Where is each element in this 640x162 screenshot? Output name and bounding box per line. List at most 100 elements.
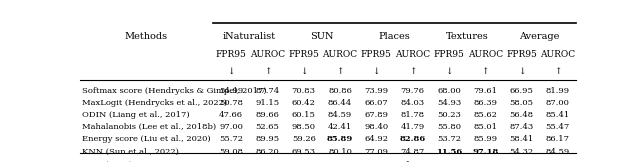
Text: 98.40: 98.40 (364, 123, 388, 131)
Text: 85.89: 85.89 (327, 135, 353, 143)
Text: 97.00: 97.00 (219, 123, 243, 131)
Text: 86.39: 86.39 (473, 99, 497, 107)
Text: 85.55: 85.55 (328, 161, 352, 162)
Text: 85.62: 85.62 (474, 111, 497, 119)
Text: KNN (Sun et al., 2022): KNN (Sun et al., 2022) (83, 148, 179, 156)
Text: AUROC: AUROC (323, 51, 358, 59)
Text: FPR95: FPR95 (433, 51, 465, 59)
Text: 63.07: 63.07 (364, 161, 389, 162)
Text: 96.70: 96.70 (472, 161, 499, 162)
Text: 50.78: 50.78 (219, 99, 243, 107)
Text: AUROC: AUROC (540, 51, 575, 59)
Text: 15.25: 15.25 (436, 161, 462, 162)
Text: 50.23: 50.23 (437, 111, 461, 119)
Text: 95.51: 95.51 (254, 161, 280, 162)
Text: 56.48: 56.48 (509, 111, 534, 119)
Text: 84.59: 84.59 (546, 148, 570, 156)
Text: 85.41: 85.41 (546, 111, 570, 119)
Text: 38.98: 38.98 (508, 161, 534, 162)
Text: 58.41: 58.41 (509, 135, 534, 143)
Text: 80.10: 80.10 (328, 148, 352, 156)
Text: ↑: ↑ (481, 67, 489, 76)
Text: ↑: ↑ (409, 67, 417, 76)
Text: 87.74: 87.74 (255, 87, 280, 95)
Text: 55.80: 55.80 (437, 123, 461, 131)
Text: Energy score (Liu et al., 2020): Energy score (Liu et al., 2020) (83, 135, 211, 143)
Text: 60.15: 60.15 (292, 111, 316, 119)
Text: iNaturalist: iNaturalist (223, 32, 276, 41)
Text: 66.95: 66.95 (509, 87, 534, 95)
Text: 55.72: 55.72 (219, 135, 243, 143)
Text: AUROC: AUROC (468, 51, 503, 59)
Text: 59.08: 59.08 (219, 148, 243, 156)
Text: 55.47: 55.47 (546, 123, 570, 131)
Text: 47.66: 47.66 (219, 111, 243, 119)
Text: FPR95: FPR95 (288, 51, 319, 59)
Text: 91.15: 91.15 (255, 99, 280, 107)
Text: 73.99: 73.99 (364, 87, 388, 95)
Text: 97.18: 97.18 (472, 148, 499, 156)
Text: 54.32: 54.32 (509, 148, 534, 156)
Text: Mahalanobis (Lee et al., 2018b): Mahalanobis (Lee et al., 2018b) (83, 123, 216, 131)
Text: ↑: ↑ (264, 67, 271, 76)
Text: 87.00: 87.00 (546, 99, 570, 107)
Text: 89.95: 89.95 (255, 135, 280, 143)
Text: 58.05: 58.05 (509, 99, 534, 107)
Text: ↓: ↓ (445, 67, 452, 76)
Text: SUN: SUN (310, 32, 333, 41)
Text: 80.86: 80.86 (328, 87, 352, 95)
Text: 89.87: 89.87 (545, 161, 571, 162)
Text: 98.50: 98.50 (292, 123, 316, 131)
Text: 53.72: 53.72 (437, 135, 461, 143)
Text: FPR95: FPR95 (506, 51, 537, 59)
Text: 89.66: 89.66 (255, 111, 279, 119)
Text: 41.79: 41.79 (401, 123, 425, 131)
Text: 66.07: 66.07 (364, 99, 388, 107)
Text: Methods: Methods (125, 32, 168, 41)
Text: 42.41: 42.41 (328, 123, 352, 131)
Text: FPR95: FPR95 (216, 51, 246, 59)
Text: 74.87: 74.87 (401, 148, 425, 156)
Text: 59.26: 59.26 (292, 135, 316, 143)
Text: 81.99: 81.99 (546, 87, 570, 95)
Text: 82.86: 82.86 (399, 135, 426, 143)
Text: 86.17: 86.17 (546, 135, 570, 143)
Text: Places: Places (379, 32, 410, 41)
Text: AUROC: AUROC (250, 51, 285, 59)
Text: 87.43: 87.43 (509, 123, 534, 131)
Text: 60.42: 60.42 (292, 99, 316, 107)
Text: 79.76: 79.76 (401, 87, 424, 95)
Text: ↓: ↓ (300, 67, 307, 76)
Text: Textures: Textures (445, 32, 488, 41)
Text: 81.78: 81.78 (401, 111, 425, 119)
Text: 54.93: 54.93 (436, 99, 461, 107)
Text: 11.56: 11.56 (436, 148, 462, 156)
Text: 64.92: 64.92 (364, 135, 388, 143)
Text: ↓: ↓ (372, 67, 380, 76)
Text: CTM (Ours): CTM (Ours) (83, 161, 132, 162)
Text: 79.61: 79.61 (473, 87, 497, 95)
Text: FPR95: FPR95 (361, 51, 392, 59)
Text: 52.65: 52.65 (255, 123, 279, 131)
Text: 55.02: 55.02 (291, 161, 317, 162)
Text: 69.53: 69.53 (292, 148, 316, 156)
Text: 81.73: 81.73 (401, 161, 425, 162)
Text: MaxLogit (Hendrycks et al., 2022): MaxLogit (Hendrycks et al., 2022) (83, 99, 228, 107)
Text: ODIN (Liang et al., 2017): ODIN (Liang et al., 2017) (83, 111, 190, 119)
Text: 86.44: 86.44 (328, 99, 352, 107)
Text: AUROC: AUROC (395, 51, 430, 59)
Text: Average: Average (520, 32, 560, 41)
Text: ↑: ↑ (554, 67, 561, 76)
Text: 77.09: 77.09 (364, 148, 388, 156)
Text: 68.00: 68.00 (437, 87, 461, 95)
Text: Softmax score (Hendrycks & Gimpel, 2017): Softmax score (Hendrycks & Gimpel, 2017) (83, 87, 267, 95)
Text: 86.20: 86.20 (255, 148, 279, 156)
Text: 67.89: 67.89 (364, 111, 388, 119)
Text: ↑: ↑ (336, 67, 344, 76)
Text: 84.59: 84.59 (328, 111, 352, 119)
Text: 84.03: 84.03 (401, 99, 425, 107)
Text: 22.58: 22.58 (218, 161, 244, 162)
Text: 85.01: 85.01 (473, 123, 497, 131)
Text: 70.83: 70.83 (292, 87, 316, 95)
Text: 54.99: 54.99 (219, 87, 243, 95)
